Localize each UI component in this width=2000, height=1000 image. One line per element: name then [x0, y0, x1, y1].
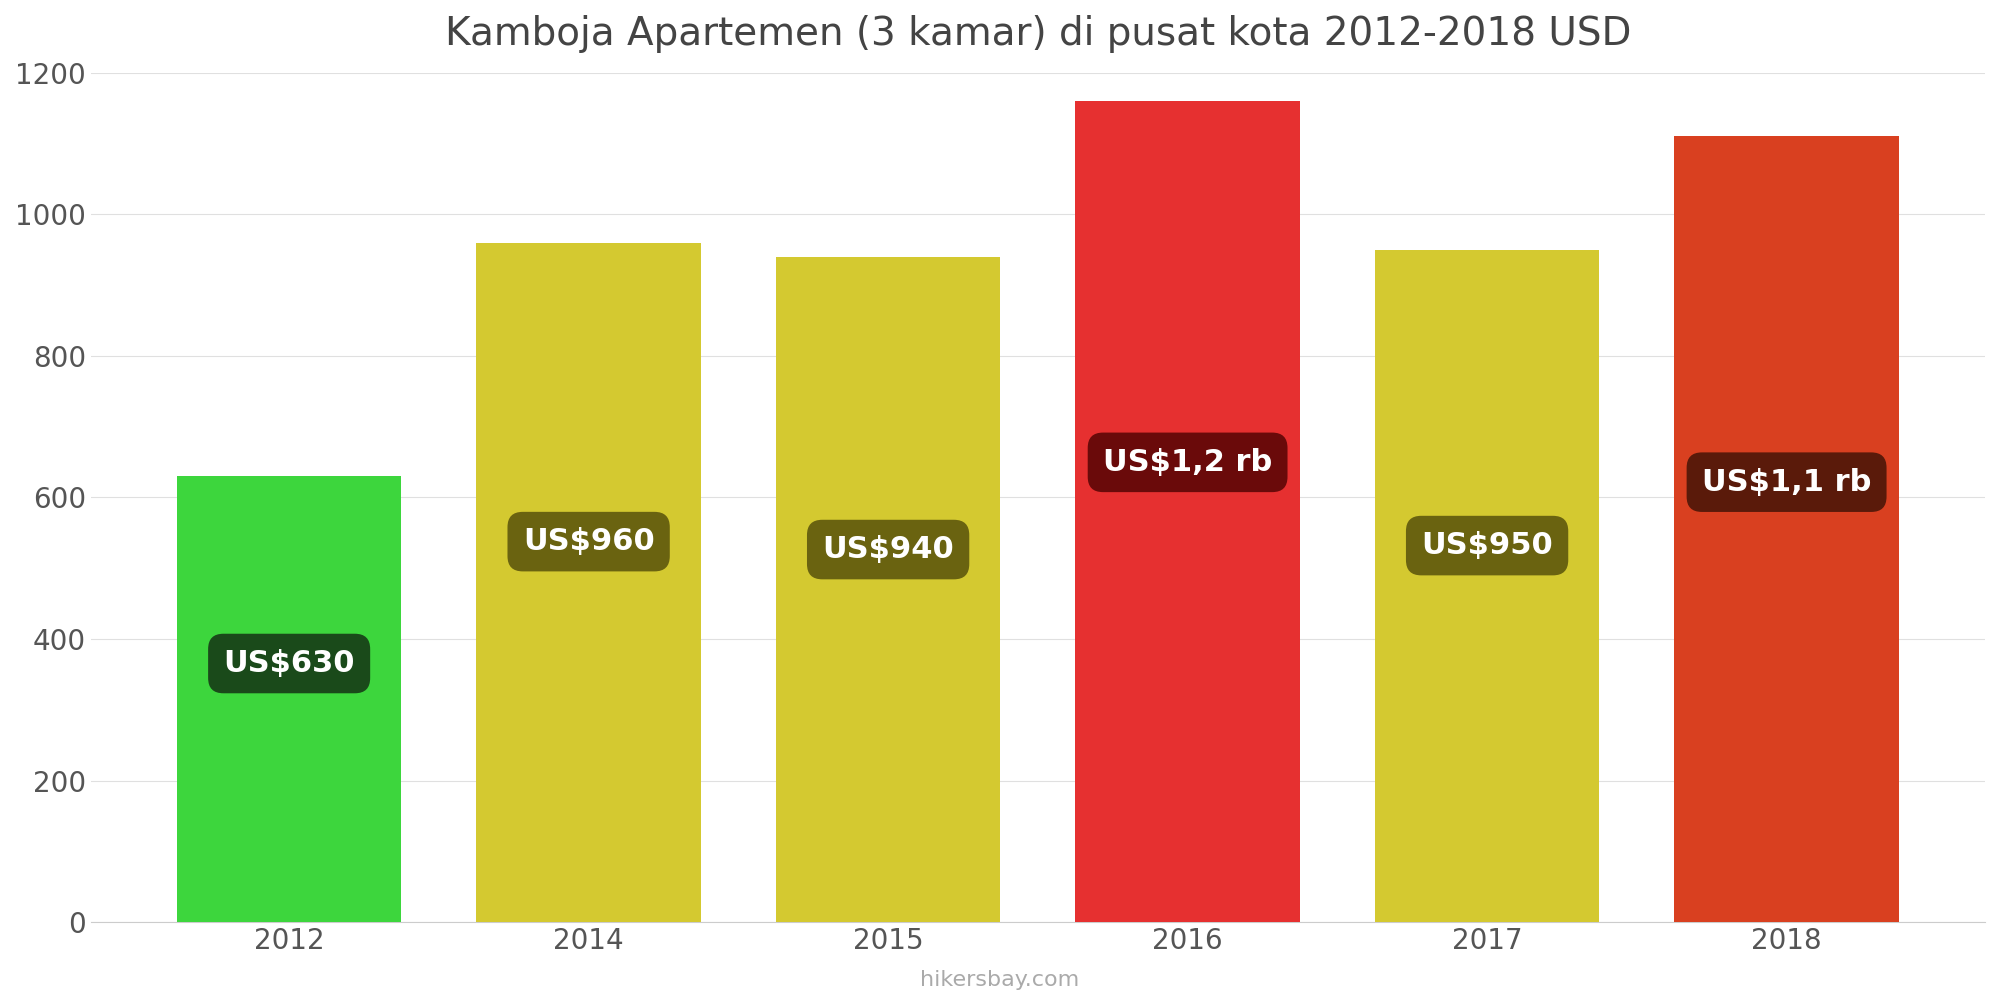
- Text: US$1,2 rb: US$1,2 rb: [1102, 448, 1272, 477]
- Text: US$960: US$960: [522, 527, 654, 556]
- Text: US$630: US$630: [224, 649, 354, 678]
- Bar: [1076, 101, 1300, 922]
- Text: hikersbay.com: hikersbay.com: [920, 970, 1080, 990]
- Bar: [476, 243, 700, 922]
- Bar: [1674, 136, 1898, 922]
- Text: US$940: US$940: [822, 535, 954, 564]
- Text: US$950: US$950: [1422, 531, 1552, 560]
- Text: US$1,1 rb: US$1,1 rb: [1702, 468, 1872, 497]
- Title: Kamboja Apartemen (3 kamar) di pusat kota 2012-2018 USD: Kamboja Apartemen (3 kamar) di pusat kot…: [444, 15, 1632, 53]
- Bar: [1374, 250, 1600, 922]
- Bar: [176, 476, 402, 922]
- Bar: [776, 257, 1000, 922]
